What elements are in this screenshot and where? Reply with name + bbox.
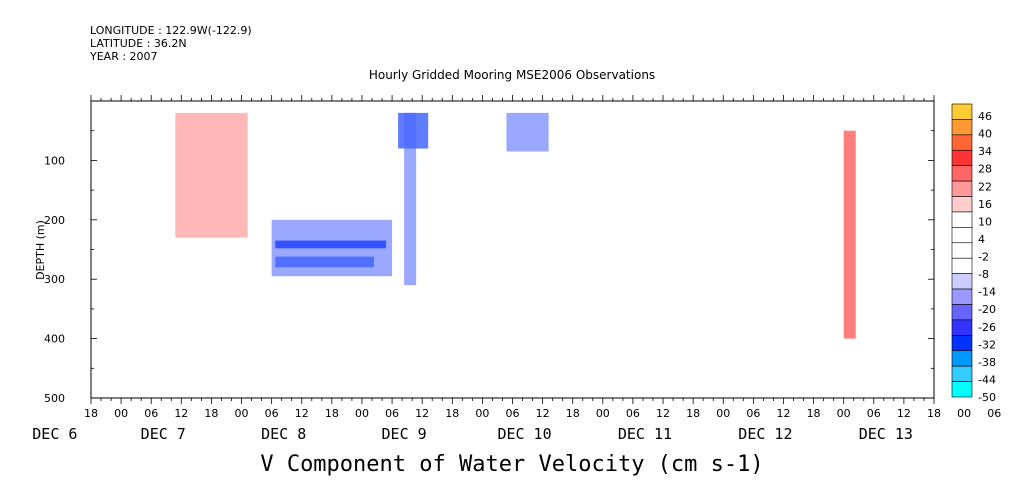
hour-tick-label: 00 bbox=[114, 407, 128, 420]
y-tick-label: 200 bbox=[44, 214, 65, 227]
blue-column-dec9 bbox=[404, 112, 417, 286]
y-tick-label: 500 bbox=[44, 392, 65, 405]
y-tick-label: 100 bbox=[44, 154, 65, 167]
colorbar-label: -14 bbox=[978, 286, 996, 299]
colorbar-cell bbox=[951, 365, 973, 382]
blue-core-dec8 bbox=[275, 240, 387, 249]
colorbar-cell bbox=[951, 273, 973, 290]
red-patch-dec7 bbox=[175, 112, 248, 238]
hour-tick-label: 00 bbox=[837, 407, 851, 420]
y-tick-label: 400 bbox=[44, 333, 65, 346]
latitude-label: LATITUDE : 36.2N bbox=[90, 37, 187, 50]
chart-title: Hourly Gridded Mooring MSE2006 Observati… bbox=[368, 68, 656, 82]
day-label: DEC 6 bbox=[32, 425, 77, 443]
colorbar-label: -26 bbox=[978, 321, 996, 334]
hour-tick-label: 06 bbox=[265, 407, 279, 420]
colorbar-label: 40 bbox=[978, 128, 992, 141]
y-axis-label: DEPTH (m) bbox=[34, 220, 47, 280]
hour-tick-label: 00 bbox=[957, 407, 971, 420]
year-label: YEAR : 2007 bbox=[90, 50, 158, 63]
colorbar-cell bbox=[951, 103, 973, 120]
hour-tick-label: 18 bbox=[325, 407, 339, 420]
hour-tick-label: 18 bbox=[445, 407, 459, 420]
hour-tick-label: 12 bbox=[415, 407, 429, 420]
hour-tick-label: 12 bbox=[897, 407, 911, 420]
hour-tick-label: 18 bbox=[566, 407, 580, 420]
y-tick-label: 300 bbox=[44, 273, 65, 286]
colorbar-cell bbox=[951, 227, 973, 244]
hour-tick-label: 06 bbox=[506, 407, 520, 420]
colorbar-label: -38 bbox=[978, 356, 996, 369]
day-label: DEC 10 bbox=[497, 425, 551, 443]
day-label: DEC 7 bbox=[141, 425, 186, 443]
colorbar-cell bbox=[951, 180, 973, 197]
colorbar-label: 22 bbox=[978, 180, 992, 193]
colorbar-cell bbox=[951, 119, 973, 136]
hour-tick-label: 00 bbox=[596, 407, 610, 420]
hour-tick-label: 18 bbox=[807, 407, 821, 420]
hour-tick-label: 06 bbox=[746, 407, 760, 420]
colorbar-cell bbox=[951, 149, 973, 166]
colorbar-cell bbox=[951, 242, 973, 259]
chart-xlabel: V Component of Water Velocity (cm s-1) bbox=[260, 452, 764, 477]
hour-tick-label: 12 bbox=[295, 407, 309, 420]
colorbar-label: 46 bbox=[978, 110, 992, 123]
colorbar-label: -44 bbox=[978, 373, 996, 386]
colorbar-label: -2 bbox=[978, 251, 989, 264]
day-label: DEC 13 bbox=[859, 425, 913, 443]
hour-tick-label: 06 bbox=[867, 407, 881, 420]
colorbar-cell bbox=[951, 196, 973, 213]
colorbar-label: 16 bbox=[978, 198, 992, 211]
hour-tick-label: 12 bbox=[776, 407, 790, 420]
day-label: DEC 9 bbox=[382, 425, 427, 443]
colorbar-label: 28 bbox=[978, 163, 992, 176]
colorbar-label: 10 bbox=[978, 215, 992, 228]
colorbar-cell bbox=[951, 211, 973, 228]
colorbar-label: 34 bbox=[978, 145, 992, 158]
hour-tick-label: 00 bbox=[716, 407, 730, 420]
hour-tick-label: 12 bbox=[536, 407, 550, 420]
hour-tick-label: 18 bbox=[204, 407, 218, 420]
colorbar-label: -20 bbox=[978, 303, 996, 316]
colorbar-label: -50 bbox=[978, 391, 996, 404]
hour-tick-label: 18 bbox=[84, 407, 98, 420]
hour-tick-label: 06 bbox=[626, 407, 640, 420]
colorbar-cell bbox=[951, 134, 973, 151]
red-column-dec12 bbox=[843, 130, 856, 339]
hour-tick-label: 06 bbox=[987, 407, 1001, 420]
colorbar-label: 4 bbox=[978, 233, 985, 246]
colorbar-cell bbox=[951, 381, 973, 398]
colorbar-cell bbox=[951, 335, 973, 352]
blue-surface-dec9 bbox=[398, 112, 429, 149]
hour-tick-label: 18 bbox=[927, 407, 941, 420]
blue-core2-dec8 bbox=[275, 256, 375, 268]
colorbar-label: -32 bbox=[978, 338, 996, 351]
hour-tick-label: 06 bbox=[144, 407, 158, 420]
colorbar-cell bbox=[951, 288, 973, 305]
hour-tick-label: 12 bbox=[174, 407, 188, 420]
longitude-label: LONGITUDE : 122.9W(-122.9) bbox=[90, 24, 252, 37]
blue-patch-dec10 bbox=[506, 112, 549, 152]
day-label: DEC 12 bbox=[738, 425, 792, 443]
hour-tick-label: 18 bbox=[686, 407, 700, 420]
day-label: DEC 11 bbox=[618, 425, 672, 443]
hour-tick-label: 12 bbox=[656, 407, 670, 420]
location-info: LONGITUDE : 122.9W(-122.9) LATITUDE : 36… bbox=[90, 24, 252, 63]
colorbar-cell bbox=[951, 350, 973, 367]
day-label: DEC 8 bbox=[261, 425, 306, 443]
hour-tick-label: 00 bbox=[475, 407, 489, 420]
hour-tick-label: 00 bbox=[355, 407, 369, 420]
colorbar-cell bbox=[951, 319, 973, 336]
colorbar-label: -8 bbox=[978, 268, 989, 281]
colorbar-cell bbox=[951, 257, 973, 274]
hour-tick-label: 00 bbox=[235, 407, 249, 420]
colorbar-cell bbox=[951, 165, 973, 182]
colorbar-cell bbox=[951, 304, 973, 321]
hour-tick-label: 06 bbox=[385, 407, 399, 420]
